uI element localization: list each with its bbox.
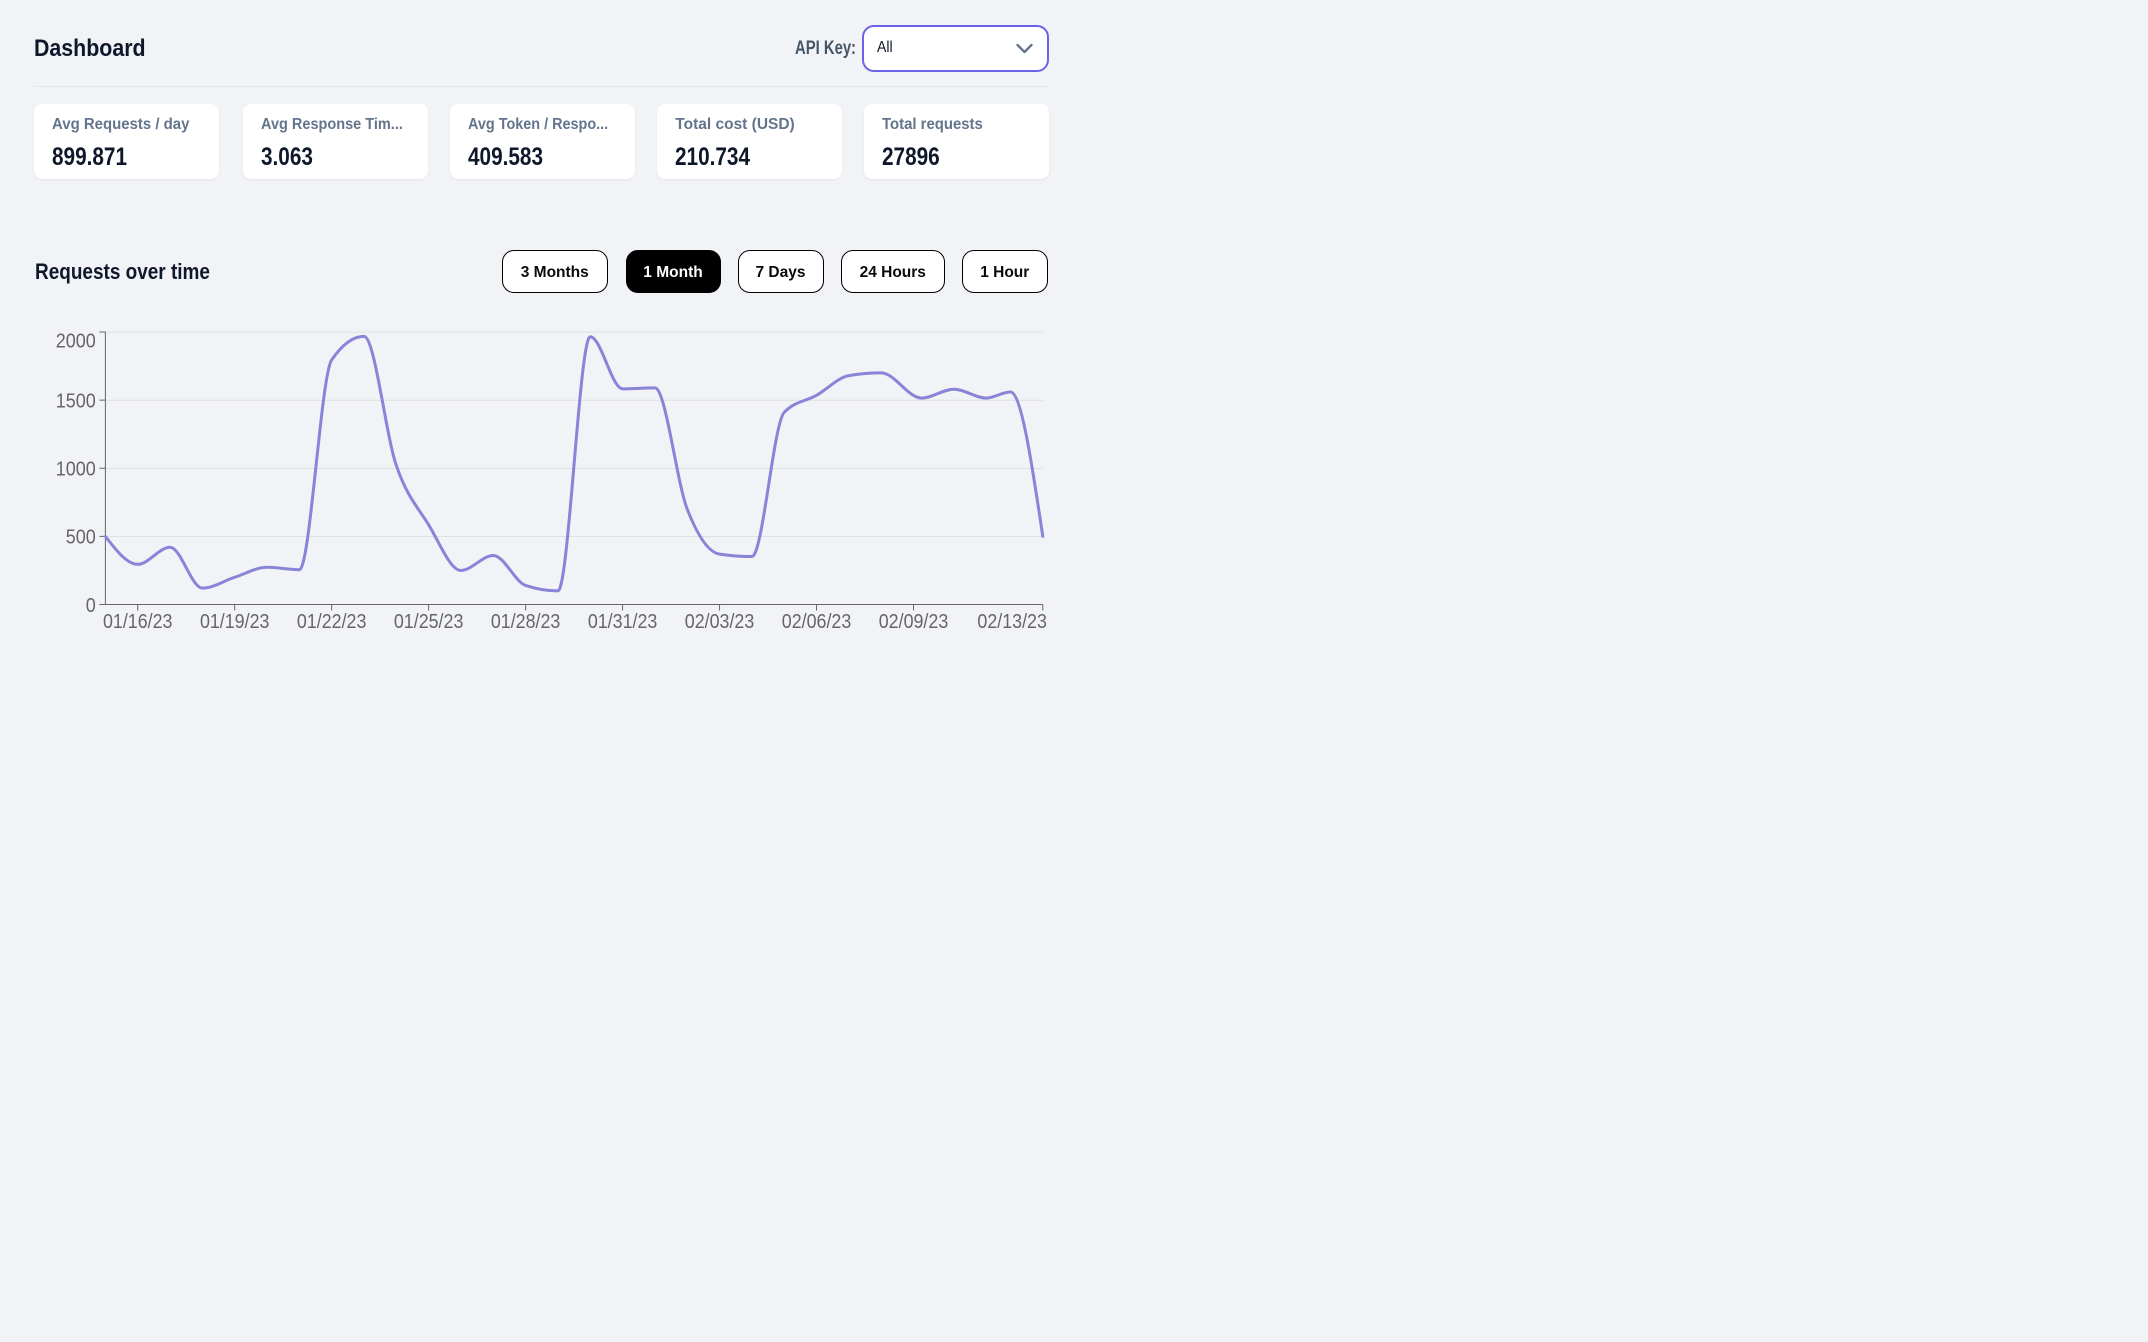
svg-text:01/22/23: 01/22/23: [297, 611, 367, 633]
svg-text:01/28/23: 01/28/23: [491, 611, 561, 633]
svg-text:01/16/23: 01/16/23: [103, 611, 173, 633]
svg-text:500: 500: [66, 527, 96, 549]
svg-text:02/06/23: 02/06/23: [782, 611, 852, 633]
svg-text:0: 0: [86, 595, 96, 617]
svg-text:02/13/23: 02/13/23: [977, 611, 1047, 633]
svg-text:02/03/23: 02/03/23: [685, 611, 755, 633]
svg-text:01/25/23: 01/25/23: [394, 611, 464, 633]
svg-text:01/19/23: 01/19/23: [200, 611, 270, 633]
svg-text:1000: 1000: [56, 459, 96, 481]
svg-text:01/31/23: 01/31/23: [588, 611, 658, 633]
svg-text:1500: 1500: [56, 390, 96, 412]
svg-text:02/09/23: 02/09/23: [879, 611, 949, 633]
svg-text:2000: 2000: [56, 330, 96, 352]
